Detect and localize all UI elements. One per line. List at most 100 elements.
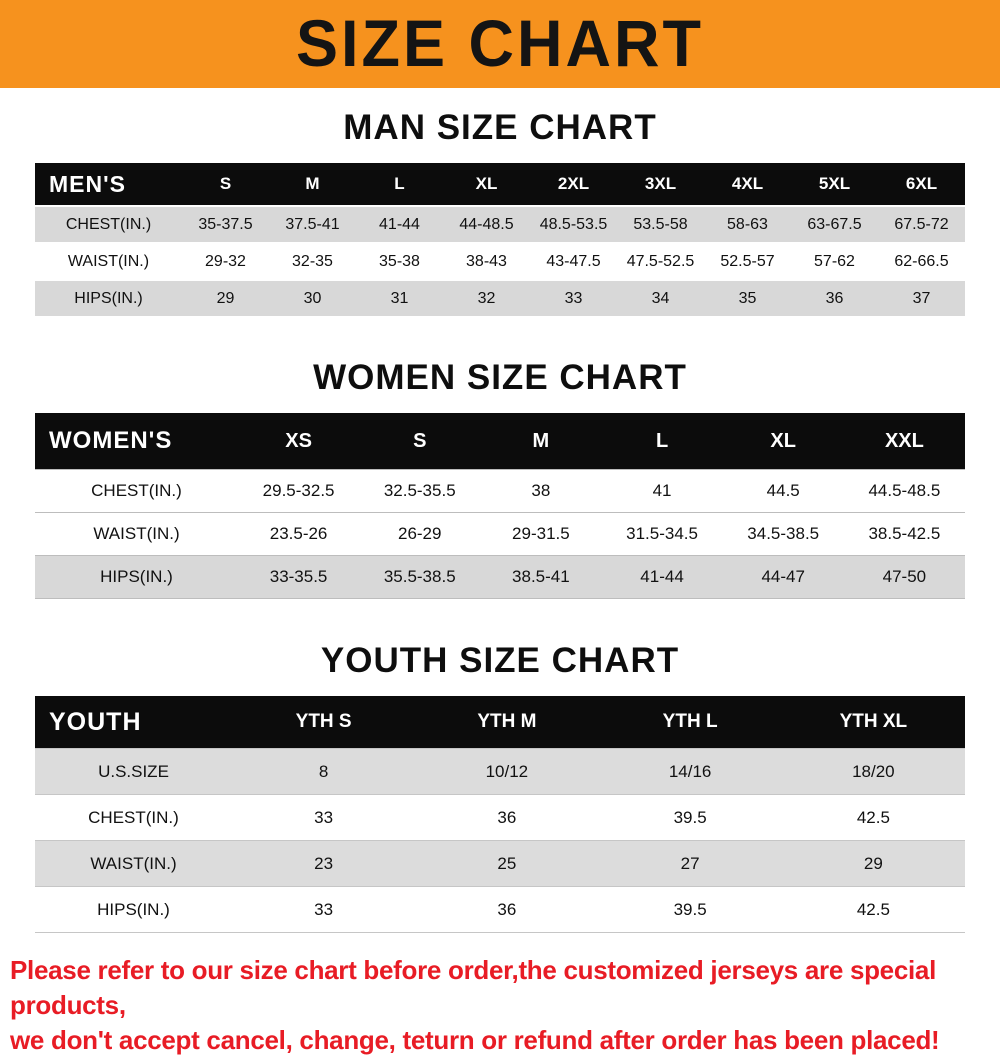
size-header-cell: L: [655, 429, 669, 452]
women-size-chart-heading: WOMEN SIZE CHART: [313, 358, 687, 397]
size-header-cell: YTH L: [662, 711, 718, 732]
value-cell: 14/16: [668, 761, 712, 781]
table-row: HIPS(IN.) 29 30 31 32 33 34 35 36 37: [35, 280, 965, 316]
value-cell: 32: [477, 289, 496, 307]
value-cell: 31.5-34.5: [626, 524, 698, 543]
table-title-cell: WOMEN'S: [49, 427, 173, 454]
row-label-cell: WAIST(IN.): [93, 524, 180, 543]
row-label-cell: HIPS(IN.): [100, 567, 173, 586]
value-cell: 34.5-38.5: [747, 524, 820, 543]
banner-title: SIZE CHART: [296, 7, 704, 81]
youth-size-table: YOUTH YTH S YTH M YTH L YTH XL U.S.SIZE 8 10/12…: [35, 696, 965, 933]
value-cell: 33: [564, 289, 583, 307]
women-size-chart-section: WOMEN SIZE CHART WOMEN'S XS S M L XL XXL CHEST(…: [0, 358, 1000, 599]
disclaimer-line-1: Please refer to our size chart before or…: [10, 955, 937, 1021]
value-cell: 26-29: [397, 524, 442, 543]
value-cell: 29-31.5: [512, 524, 570, 543]
man-size-chart-heading: MAN SIZE CHART: [343, 108, 657, 147]
size-header-cell: M: [305, 174, 320, 193]
size-header-cell: 3XL: [644, 174, 677, 193]
disclaimer-line-2: we don't accept cancel, change, teturn o…: [10, 1025, 940, 1056]
size-header-cell: XL: [770, 429, 796, 452]
row-label-cell: U.S.SIZE: [98, 761, 169, 781]
size-header-cell: 4XL: [731, 174, 764, 193]
size-header-cell: 6XL: [905, 174, 938, 193]
value-cell: 58-63: [727, 215, 768, 233]
value-cell: 23.5-26: [269, 524, 328, 543]
size-header-cell: S: [413, 429, 427, 452]
row-label-cell: CHEST(IN.): [91, 481, 182, 500]
header-row: WOMEN'S XS S M L XL XXL: [35, 413, 965, 470]
value-cell: 57-62: [814, 252, 855, 270]
value-cell: 30: [303, 289, 322, 307]
table-row: HIPS(IN.) 33-35.5 35.5-38.5 38.5-41 41-44 44-…: [35, 555, 965, 599]
value-cell: 35-37.5: [198, 215, 253, 233]
value-cell: 35.5-38.5: [383, 567, 456, 586]
row-label-cell: CHEST(IN.): [88, 807, 179, 827]
value-cell: 29: [863, 853, 883, 873]
value-cell: 33-35.5: [269, 567, 328, 586]
value-cell: 36: [825, 289, 844, 307]
man-size-chart-section: MAN SIZE CHART MEN'S S M L XL 2XL 3XL 4XL 5XL 6XL…: [0, 108, 1000, 316]
value-cell: 44-48.5: [459, 215, 514, 233]
value-cell: 37.5-41: [285, 215, 340, 233]
value-cell: 18/20: [852, 761, 895, 781]
value-cell: 41-44: [379, 215, 420, 233]
youth-size-chart-section: YOUTH SIZE CHART YOUTH YTH S YTH M YTH L YTH…: [0, 641, 1000, 933]
table-row: CHEST(IN.) 29.5-32.5 32.5-35.5 38 41 44.5 44.5…: [35, 469, 965, 513]
mens-size-table: MEN'S S M L XL 2XL 3XL 4XL 5XL 6XL CHEST(IN.) 35-37…: [35, 163, 965, 316]
value-cell: 34: [651, 289, 670, 307]
value-cell: 44-47: [761, 567, 805, 586]
header-row: YOUTH YTH S YTH M YTH L YTH XL: [35, 696, 965, 749]
table-title-cell: YOUTH: [49, 707, 142, 736]
size-header-cell: XXL: [884, 429, 924, 452]
table-row: WAIST(IN.) 29-32 32-35 35-38 38-43 43-47.5 47.…: [35, 243, 965, 280]
value-cell: 33: [314, 899, 334, 919]
youth-size-chart-heading: YOUTH SIZE CHART: [320, 641, 680, 680]
value-cell: 31: [390, 289, 409, 307]
table-row: WAIST(IN.) 23.5-26 26-29 29-31.5 31.5-34.5 34…: [35, 512, 965, 556]
value-cell: 39.5: [673, 807, 707, 827]
value-cell: 53.5-58: [633, 215, 688, 233]
value-cell: 47.5-52.5: [626, 252, 695, 270]
size-header-cell: S: [219, 174, 232, 193]
table-row: CHEST(IN.) 35-37.5 37.5-41 41-44 44-48.5 48.5…: [35, 206, 965, 243]
header-row: MEN'S S M L XL 2XL 3XL 4XL 5XL 6XL: [35, 163, 965, 206]
value-cell: 52.5-57: [720, 252, 775, 270]
value-cell: 38.5-42.5: [868, 524, 941, 543]
value-cell: 38: [531, 481, 551, 500]
banner: SIZE CHART: [0, 0, 1000, 88]
value-cell: 35: [738, 289, 757, 307]
disclaimer-text: Please refer to our size chart before or…: [10, 953, 990, 1058]
value-cell: 63-67.5: [807, 215, 862, 233]
value-cell: 44.5: [766, 481, 800, 500]
value-cell: 37: [912, 289, 931, 307]
value-cell: 36: [497, 899, 517, 919]
table-row: HIPS(IN.) 33 36 39.5 42.5: [35, 886, 965, 933]
value-cell: 62-66.5: [894, 252, 949, 270]
value-cell: 43-47.5: [546, 252, 601, 270]
value-cell: 38-43: [466, 252, 507, 270]
value-cell: 47-50: [882, 567, 927, 586]
size-header-cell: YTH XL: [839, 711, 908, 732]
row-label-cell: CHEST(IN.): [65, 215, 152, 233]
row-label-cell: WAIST(IN.): [67, 252, 150, 270]
table-row: U.S.SIZE 8 10/12 14/16 18/20: [35, 748, 965, 795]
size-header-cell: YTH M: [477, 711, 537, 732]
value-cell: 36: [497, 807, 517, 827]
table-title-cell: MEN'S: [49, 170, 126, 197]
value-cell: 32.5-35.5: [383, 481, 456, 500]
size-header-cell: 5XL: [818, 174, 851, 193]
value-cell: 29-32: [205, 252, 246, 270]
size-header-cell: M: [532, 429, 550, 452]
value-cell: 29.5-32.5: [262, 481, 335, 500]
row-label-cell: HIPS(IN.): [97, 899, 170, 919]
value-cell: 41-44: [640, 567, 684, 586]
value-cell: 41: [652, 481, 672, 500]
table-row: CHEST(IN.) 33 36 39.5 42.5: [35, 794, 965, 841]
value-cell: 23: [314, 853, 334, 873]
row-label-cell: WAIST(IN.): [90, 853, 177, 873]
size-header-cell: XS: [285, 429, 312, 452]
value-cell: 8: [318, 761, 329, 781]
value-cell: 25: [497, 853, 517, 873]
